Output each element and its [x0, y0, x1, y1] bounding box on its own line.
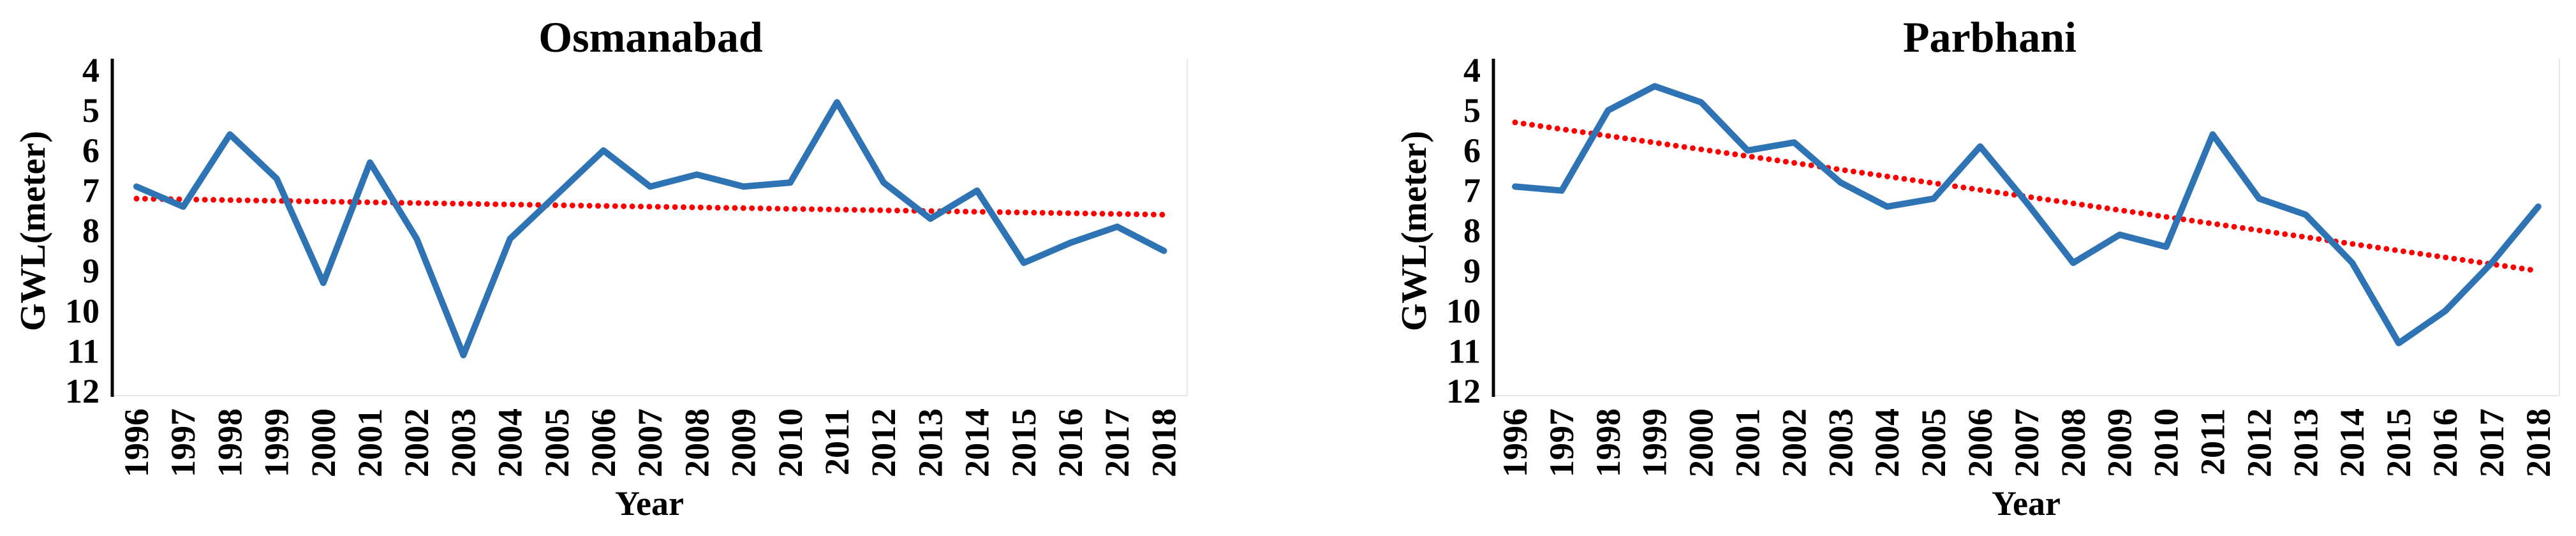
x-axis-title: Year: [615, 484, 684, 523]
x-tick-label: 1998: [1589, 408, 1627, 477]
x-tick-label: 2014: [2333, 408, 2371, 477]
x-tick-label: 2004: [1868, 408, 1906, 477]
x-tick-label: 2010: [2147, 408, 2186, 477]
gwl-data-line: [133, 99, 1167, 359]
y-tick-label: 9: [82, 252, 100, 290]
x-tick-label: 2016: [2426, 408, 2464, 477]
y-tick-label: 8: [82, 212, 100, 250]
x-tick-label: 2011: [818, 408, 856, 475]
chart-parbhani: 4 5 6 7 8 9 10 11 12 1996 1997 1998 1999 2000 2001 2002…: [1288, 0, 2576, 536]
x-tick-label: 2006: [1961, 408, 1999, 477]
y-tick-label: 10: [65, 292, 100, 330]
x-tick-label: 1998: [211, 408, 249, 477]
y-tick-label: 10: [1446, 292, 1481, 330]
x-tick-label: 2003: [1821, 408, 1860, 477]
chart-title: Parbhani: [1902, 13, 2077, 61]
x-tick-label: 2011: [2194, 408, 2232, 475]
y-tick-label: 8: [1463, 212, 1481, 250]
x-tick-label: 1996: [1496, 408, 1534, 477]
x-tick-label: 2006: [584, 408, 623, 477]
y-axis-title: GWL(meter): [1395, 130, 1434, 332]
y-tick-label: 4: [82, 51, 100, 89]
x-tick-label: 2001: [1729, 408, 1767, 477]
x-tick-label: 2000: [1682, 408, 1721, 477]
y-tick-label: 12: [1446, 372, 1481, 410]
x-tick-label: 1999: [258, 408, 296, 477]
x-tick-label: 2005: [538, 408, 576, 477]
x-tick-label: 2012: [864, 408, 903, 477]
x-tick-label: 1997: [1543, 408, 1581, 477]
x-tick-label: 2015: [1005, 408, 1043, 477]
x-tick-label: 2007: [631, 408, 669, 477]
x-tick-label: 2008: [677, 408, 716, 477]
y-tick-label: 12: [65, 372, 100, 410]
x-tick-label: 2013: [911, 408, 949, 477]
x-tick-label: 1997: [164, 408, 202, 477]
y-tick-label: 11: [67, 332, 100, 370]
chart-title: Osmanabad: [538, 13, 763, 61]
x-tick-label: 2002: [1775, 408, 1813, 477]
x-tick-label: 2002: [397, 408, 436, 477]
x-tick-label: 2008: [2054, 408, 2092, 477]
x-tick-label: 1999: [1636, 408, 1674, 477]
y-tick-label: 9: [1463, 252, 1481, 290]
x-tick-label: 2005: [1914, 408, 1953, 477]
y-tick-label: 6: [1463, 131, 1481, 170]
y-tick-label: 7: [1463, 172, 1481, 210]
x-tick-label: 2017: [2473, 408, 2511, 477]
chart-osmanabad: 4 5 6 7 8 9 10 11 12 1996 1997 1998 1999 2000 2001 2002…: [13, 13, 1188, 523]
x-tick-label: 2018: [1144, 408, 1183, 477]
x-tick-label: 2018: [2519, 408, 2557, 477]
x-tick-label: 2000: [304, 408, 343, 477]
x-tick-label: 2014: [958, 408, 996, 477]
x-tick-label: 2015: [2380, 408, 2418, 477]
x-tick-label: 2016: [1051, 408, 1090, 477]
x-tick-label: 2013: [2286, 408, 2325, 477]
x-tick-label: 2007: [2008, 408, 2046, 477]
x-tick-label: 2010: [771, 408, 810, 477]
y-tick-label: 6: [82, 131, 100, 170]
y-tick-label: 4: [1463, 51, 1481, 89]
x-axis-title: Year: [1992, 484, 2061, 523]
x-tick-label: 1996: [117, 408, 156, 477]
y-tick-label: 5: [82, 91, 100, 130]
x-tick-label: 2004: [491, 408, 529, 477]
y-tick-label: 7: [82, 172, 100, 210]
x-tick-label: 2001: [351, 408, 389, 477]
gwl-data-line: [1512, 83, 2542, 346]
trendline-dotted: [1512, 119, 2542, 274]
y-tick-label: 11: [1448, 332, 1481, 370]
x-tick-label: 2009: [725, 408, 763, 477]
x-tick-label: 2009: [2101, 408, 2139, 477]
y-tick-label: 5: [1463, 91, 1481, 130]
x-tick-label: 2003: [444, 408, 482, 477]
x-tick-label: 2017: [1098, 408, 1136, 477]
y-axis-title: GWL(meter): [13, 130, 53, 332]
x-tick-label: 2012: [2240, 408, 2278, 477]
